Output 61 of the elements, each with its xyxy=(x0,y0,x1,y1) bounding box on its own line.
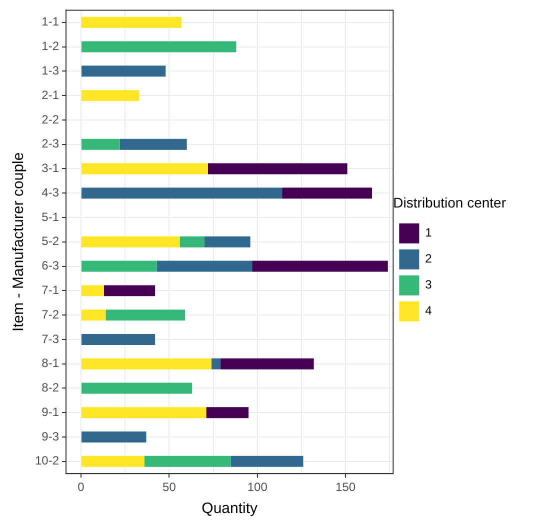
bar xyxy=(204,236,250,248)
legend-title: Distribution center xyxy=(393,194,506,210)
bar xyxy=(82,260,157,272)
bar xyxy=(82,236,180,248)
y-tick-label: 5-1 xyxy=(42,210,60,224)
y-tick-label: 4-3 xyxy=(42,185,60,200)
y-tick-label: 8-1 xyxy=(42,356,60,370)
bar xyxy=(82,310,106,321)
y-tick-label: 7-3 xyxy=(42,332,60,346)
bar xyxy=(180,236,204,248)
bar xyxy=(120,138,187,150)
y-axis-title: Item - Manufacturer couple xyxy=(10,152,28,332)
x-tick-label: 100 xyxy=(247,480,268,494)
y-tick-label: 6-3 xyxy=(42,258,60,273)
bar xyxy=(106,310,186,321)
bar xyxy=(82,138,120,150)
legend-label: 1 xyxy=(425,226,432,240)
y-tick-label: 10-2 xyxy=(34,454,60,468)
x-tick-label: 0 xyxy=(78,480,85,494)
bar xyxy=(82,41,236,52)
bar xyxy=(220,358,314,370)
bar xyxy=(82,90,140,102)
x-tick-label: 50 xyxy=(162,480,176,494)
bar xyxy=(104,285,156,296)
bar xyxy=(82,358,212,370)
bar xyxy=(82,456,144,467)
bar xyxy=(156,260,252,272)
bar xyxy=(252,260,388,272)
bar xyxy=(82,432,146,443)
bar xyxy=(82,407,206,418)
y-tick-label: 9-3 xyxy=(42,429,60,444)
y-tick-label: 3-1 xyxy=(42,161,60,176)
y-tick-label: 2-2 xyxy=(42,112,60,126)
y-tick-label: 8-2 xyxy=(42,380,60,395)
bar xyxy=(82,334,156,345)
bar xyxy=(82,188,282,199)
y-tick-label: 7-2 xyxy=(42,307,60,322)
x-axis-title: Quantity xyxy=(202,500,258,518)
y-tick-label: 2-1 xyxy=(42,88,60,102)
y-tick-label: 2-3 xyxy=(42,136,60,151)
y-tick-label: 1-2 xyxy=(42,39,60,54)
bar xyxy=(82,382,192,394)
y-tick-label: 1-3 xyxy=(42,63,60,78)
bar xyxy=(212,358,220,370)
bar xyxy=(230,456,304,467)
legend-label: 4 xyxy=(425,304,432,318)
y-tick-label: 9-1 xyxy=(42,404,60,419)
bar xyxy=(208,163,348,174)
bar xyxy=(144,456,231,467)
legend-label: 3 xyxy=(425,278,432,292)
bar xyxy=(82,285,104,296)
x-tick-label: 150 xyxy=(336,480,356,494)
y-tick-label: 5-2 xyxy=(42,234,60,248)
bar xyxy=(82,66,166,77)
bar xyxy=(82,16,182,28)
y-tick-label: 1-1 xyxy=(42,14,60,29)
bar xyxy=(282,188,372,199)
bar xyxy=(82,163,208,174)
y-tick-label: 7-1 xyxy=(42,282,60,297)
bar xyxy=(206,407,249,418)
legend-label: 2 xyxy=(425,252,432,266)
